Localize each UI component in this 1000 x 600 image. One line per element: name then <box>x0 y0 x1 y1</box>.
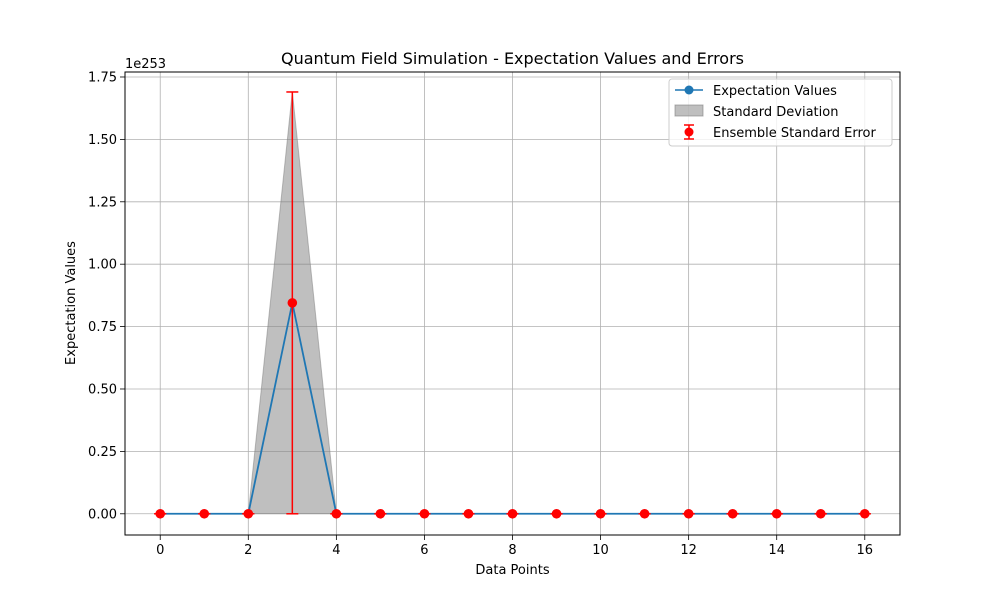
error-bar <box>462 508 475 519</box>
y-tick-label: 0.25 <box>88 445 117 460</box>
error-bar <box>638 508 651 519</box>
error-bar <box>858 508 871 519</box>
error-bar <box>726 508 739 519</box>
legend-patch-icon <box>674 104 704 117</box>
x-axis-label: Data Points <box>475 563 549 578</box>
error-point <box>859 508 870 519</box>
y-tick-label: 0.75 <box>88 320 117 335</box>
legend: Expectation Values Standard Deviation En… <box>668 78 893 147</box>
y-offset-label: 1e253 <box>125 57 166 72</box>
y-tick-label: 1.50 <box>88 133 117 148</box>
x-tick-label: 0 <box>156 543 164 558</box>
error-point <box>287 298 298 308</box>
error-bar <box>550 508 563 519</box>
error-point <box>551 508 562 519</box>
error-bar <box>286 91 299 515</box>
error-point <box>507 508 518 519</box>
x-tick-label: 14 <box>768 543 785 558</box>
legend-label-std-dev: Standard Deviation <box>713 105 838 120</box>
error-point <box>595 508 606 519</box>
error-bar <box>770 508 783 519</box>
error-point <box>683 508 694 519</box>
legend-label-expectation: Expectation Values <box>713 84 837 99</box>
x-tick-label: 12 <box>680 543 697 558</box>
chart-title: Quantum Field Simulation - Expectation V… <box>281 49 744 68</box>
error-bar <box>418 508 431 519</box>
error-point <box>815 508 826 519</box>
y-tick-label: 1.75 <box>88 70 117 85</box>
error-bar-series <box>154 91 871 519</box>
x-tick-label: 2 <box>244 543 252 558</box>
y-tick-label: 0.00 <box>88 507 117 522</box>
y-tick-label: 1.00 <box>88 258 117 273</box>
x-tick-label: 6 <box>420 543 428 558</box>
legend-marker-icon <box>684 85 694 95</box>
error-bar <box>814 508 827 519</box>
x-tick-label: 8 <box>508 543 516 558</box>
error-bar <box>242 508 255 519</box>
error-point <box>375 508 386 519</box>
error-point <box>639 508 650 519</box>
legend-item-std-dev: Standard Deviation <box>674 104 838 120</box>
x-tick-label: 4 <box>332 543 340 558</box>
error-bar <box>594 508 607 519</box>
legend-item-expectation: Expectation Values <box>675 84 837 99</box>
x-axis-ticks: 0 2 4 6 8 10 12 14 16 <box>156 535 873 558</box>
error-point <box>727 508 738 519</box>
legend-error-marker-icon <box>684 127 694 137</box>
error-point <box>771 508 782 519</box>
x-tick-label: 10 <box>592 543 609 558</box>
error-bar <box>682 508 695 519</box>
error-point <box>463 508 474 519</box>
error-point <box>155 508 166 519</box>
y-axis-ticks: 0.00 0.25 0.50 0.75 1.00 1.25 1.50 1.75 <box>88 70 125 522</box>
error-bar <box>330 508 343 519</box>
y-tick-label: 0.50 <box>88 382 117 397</box>
error-bar <box>374 508 387 519</box>
error-point <box>243 508 254 519</box>
error-point <box>419 508 430 519</box>
legend-box <box>668 78 893 147</box>
y-tick-label: 1.25 <box>88 195 117 210</box>
error-point <box>199 508 210 519</box>
error-bar <box>154 508 167 519</box>
error-bar <box>198 508 211 519</box>
legend-label-std-error: Ensemble Standard Error <box>713 126 876 141</box>
legend-item-std-error: Ensemble Standard Error <box>684 124 876 141</box>
error-point <box>331 508 342 519</box>
error-bar <box>506 508 519 519</box>
x-tick-label: 16 <box>856 543 873 558</box>
y-axis-label: Expectation Values <box>64 241 79 365</box>
